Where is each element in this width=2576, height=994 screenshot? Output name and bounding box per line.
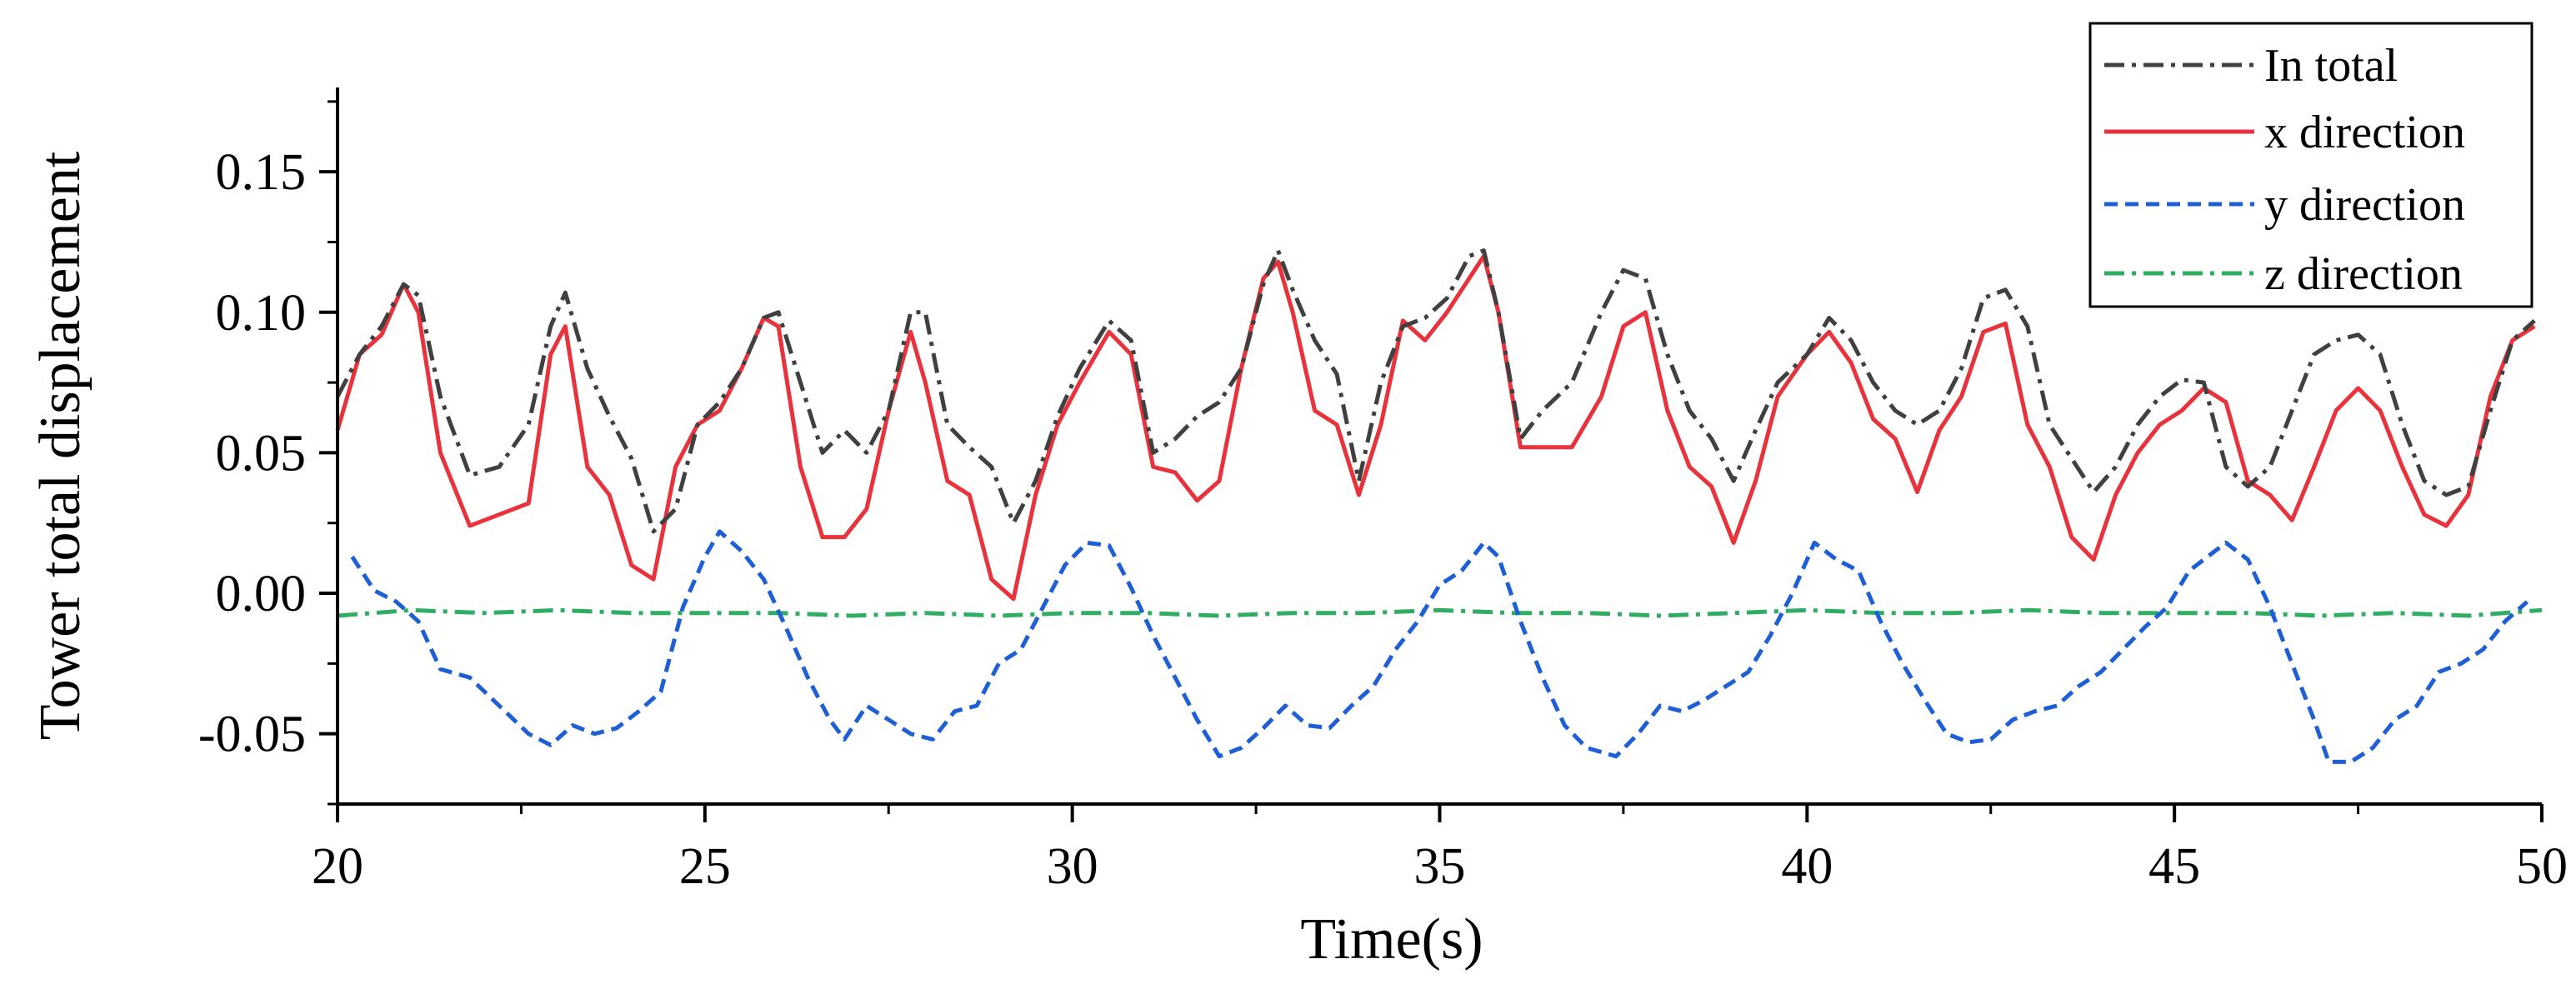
legend-label-z-direction: z direction xyxy=(2264,248,2463,300)
legend-label-y-direction: y direction xyxy=(2264,179,2465,231)
legend-label-x-direction: x direction xyxy=(2264,107,2465,158)
y-tick-label: 0.00 xyxy=(216,566,307,622)
x-tick-label: 20 xyxy=(312,838,363,895)
y-tick-label: -0.05 xyxy=(198,707,306,763)
x-tick-label: 35 xyxy=(1414,838,1466,895)
x-tick-label: 40 xyxy=(1781,838,1833,895)
y-axis-ticks: -0.05 0.00 0.05 0.10 0.15 xyxy=(198,100,338,806)
series-line-in-total xyxy=(335,248,2536,534)
x-axis-ticks: 20 25 30 35 40 45 50 xyxy=(312,804,2568,895)
x-axis-title: Time(s) xyxy=(1300,907,1483,972)
legend-label-in-total: In total xyxy=(2264,40,2398,92)
series-lines xyxy=(335,248,2543,764)
x-tick-label: 50 xyxy=(2516,838,2568,895)
y-tick-label: 0.15 xyxy=(216,144,307,201)
x-tick-label: 30 xyxy=(1047,838,1098,895)
y-tick-label: 0.05 xyxy=(216,425,307,482)
y-axis-title: Tower total displacement xyxy=(28,151,93,740)
x-tick-label: 25 xyxy=(679,838,731,895)
x-tick-label: 45 xyxy=(2148,838,2200,895)
legend-box xyxy=(2088,22,2533,308)
legend: In total x direction y direction z direc… xyxy=(2088,22,2533,308)
y-tick-label: 0.10 xyxy=(216,285,307,342)
series-line-y-direction xyxy=(350,529,2529,764)
series-line-z-direction xyxy=(337,607,2543,618)
series-line-x-direction xyxy=(335,253,2536,602)
